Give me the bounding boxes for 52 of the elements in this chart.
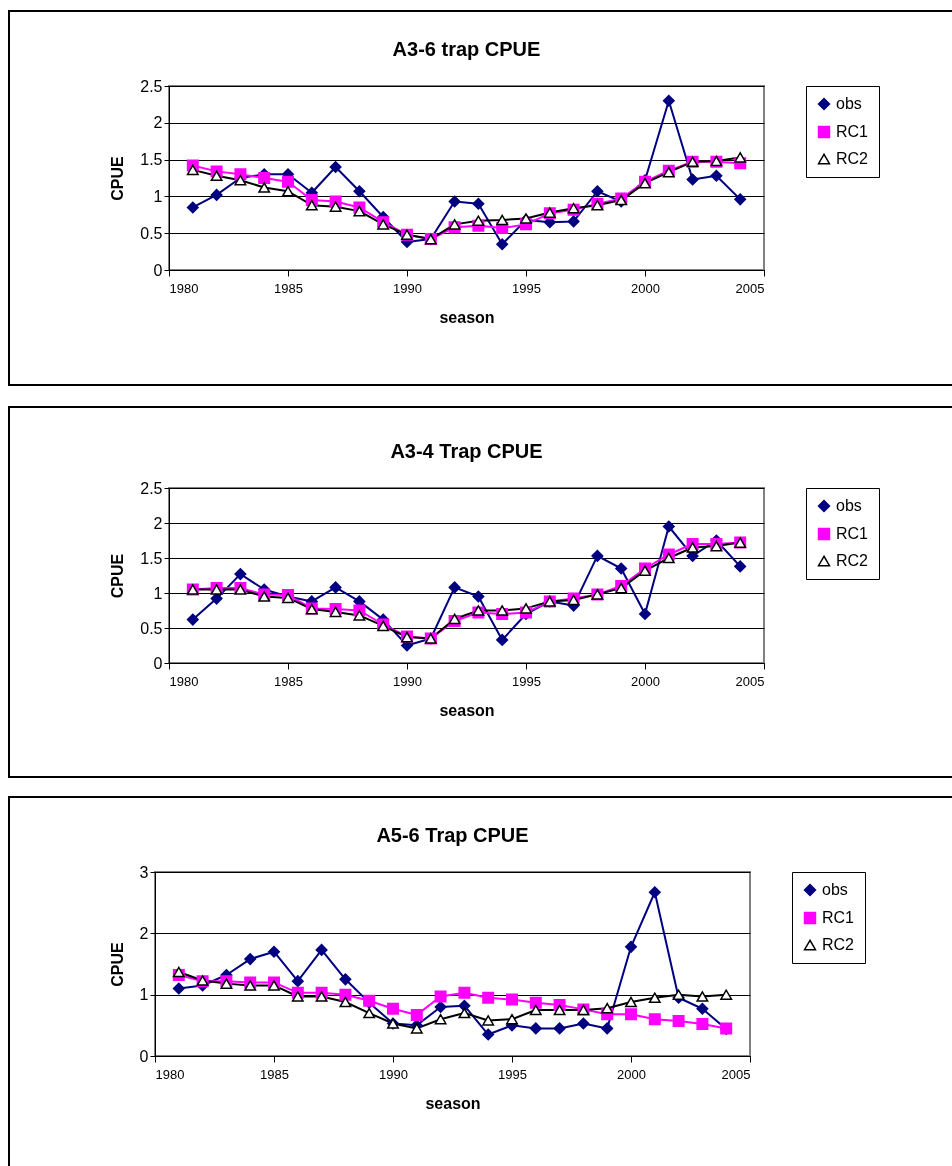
y-tick-label: 1 [139,986,149,1004]
legend-label: obs [836,95,862,112]
x-tick-label: 1995 [498,1066,527,1082]
x-tick-label: 2005 [721,1066,751,1082]
chart-title: A3-4 Trap CPUE [390,440,543,462]
y-axis-title: CPUE [109,155,127,201]
x-axis-title: season [439,701,495,719]
x-tick-label: 1980 [169,673,199,689]
legend-label: RC2 [836,552,869,569]
x-axis-title: season [425,1094,481,1112]
x-tick-label: 2000 [631,673,660,689]
x-tick-label: 1980 [169,280,199,296]
chart-title: A3-6 trap CPUE [392,38,541,60]
y-tick-label: 0.5 [140,224,163,242]
legend-label: RC1 [836,525,869,542]
x-tick-label: 1985 [260,1066,289,1082]
y-tick-label: 3 [139,863,149,881]
x-tick-label: 2005 [735,280,765,296]
y-tick-label: 1.5 [140,151,163,169]
legend-label: RC1 [822,909,855,926]
x-tick-label: 1990 [393,280,422,296]
x-tick-label: 1980 [155,1066,185,1082]
y-tick-label: 0 [153,654,163,672]
y-tick-label: 2.5 [140,77,163,95]
x-tick-label: 1985 [274,673,303,689]
x-tick-label: 1985 [274,280,303,296]
x-tick-label: 1995 [512,280,541,296]
y-tick-label: 1 [153,187,163,205]
y-tick-label: 2 [139,924,149,942]
y-tick-label: 0 [153,261,163,279]
y-tick-label: 2 [153,114,163,132]
x-tick-label: 2000 [617,1066,646,1082]
x-tick-label: 1990 [393,673,422,689]
y-tick-label: 0 [139,1047,149,1065]
x-tick-label: 1990 [379,1066,408,1082]
legend-label: RC1 [836,123,869,140]
x-tick-label: 1995 [512,673,541,689]
legend-label: obs [822,881,848,898]
y-axis-title: CPUE [108,941,126,987]
legend-label: RC2 [822,936,855,953]
chart-title: A5-6 Trap CPUE [376,824,529,846]
y-tick-label: 2.5 [140,479,163,497]
y-tick-label: 2 [153,514,163,532]
x-axis-title: season [439,308,495,326]
x-tick-label: 2000 [631,280,660,296]
y-tick-label: 1.5 [140,549,163,567]
y-axis-title: CPUE [109,553,127,599]
y-tick-label: 0.5 [140,619,163,637]
legend-label: RC2 [836,150,869,167]
legend-label: obs [836,497,862,514]
y-tick-label: 1 [153,584,163,602]
x-tick-label: 2005 [735,673,765,689]
